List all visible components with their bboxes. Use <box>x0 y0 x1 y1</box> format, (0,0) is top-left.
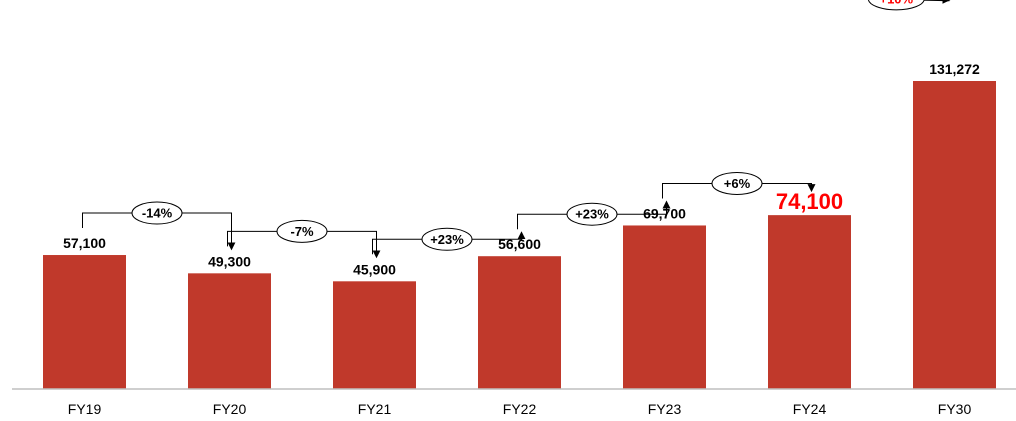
value-label-fy23: 69,700 <box>643 205 686 221</box>
growth-label: +23% <box>575 207 609 222</box>
bar-fy24 <box>768 215 851 389</box>
growth-label: -14% <box>142 206 173 221</box>
growth-bubble <box>867 0 925 11</box>
bar-fy23 <box>623 225 706 389</box>
category-label-fy20: FY20 <box>213 401 247 417</box>
category-label-fy30: FY30 <box>938 401 972 417</box>
bars-layer <box>43 81 996 389</box>
growth-label: -7% <box>290 224 314 239</box>
category-label-fy21: FY21 <box>358 401 392 417</box>
bar-fy21 <box>333 281 416 389</box>
growth-bubble <box>711 171 763 195</box>
growth-label: +6% <box>724 176 751 191</box>
labels-layer: 57,100 FY19 49,300 FY20 45,900 FY21 56,600 FY22… <box>63 61 980 417</box>
value-label-fy21: 45,900 <box>353 261 396 277</box>
growth-bubble <box>131 201 183 225</box>
category-label-fy19: FY19 <box>68 401 102 417</box>
bar-fy22 <box>478 256 561 389</box>
growth-bubble <box>421 227 473 251</box>
bar-fy20 <box>188 273 271 389</box>
growth-connectors: -14% -7% +23% +23% +6% +10% <box>82 0 951 259</box>
growth-label: +23% <box>430 232 464 247</box>
bar-fy19 <box>43 255 126 389</box>
value-label-fy22: 56,600 <box>498 236 541 252</box>
category-label-fy23: FY23 <box>648 401 682 417</box>
value-label-fy30: 131,272 <box>929 61 980 77</box>
value-label-fy20: 49,300 <box>208 253 251 269</box>
category-label-fy24: FY24 <box>793 401 827 417</box>
value-label-fy19: 57,100 <box>63 235 106 251</box>
growth-label: +10% <box>879 0 913 6</box>
category-label-fy22: FY22 <box>503 401 537 417</box>
growth-bubble <box>276 219 328 243</box>
growth-bubble <box>566 202 618 226</box>
bar-fy30 <box>913 81 996 389</box>
value-label-fy24: 74,100 <box>776 189 843 214</box>
